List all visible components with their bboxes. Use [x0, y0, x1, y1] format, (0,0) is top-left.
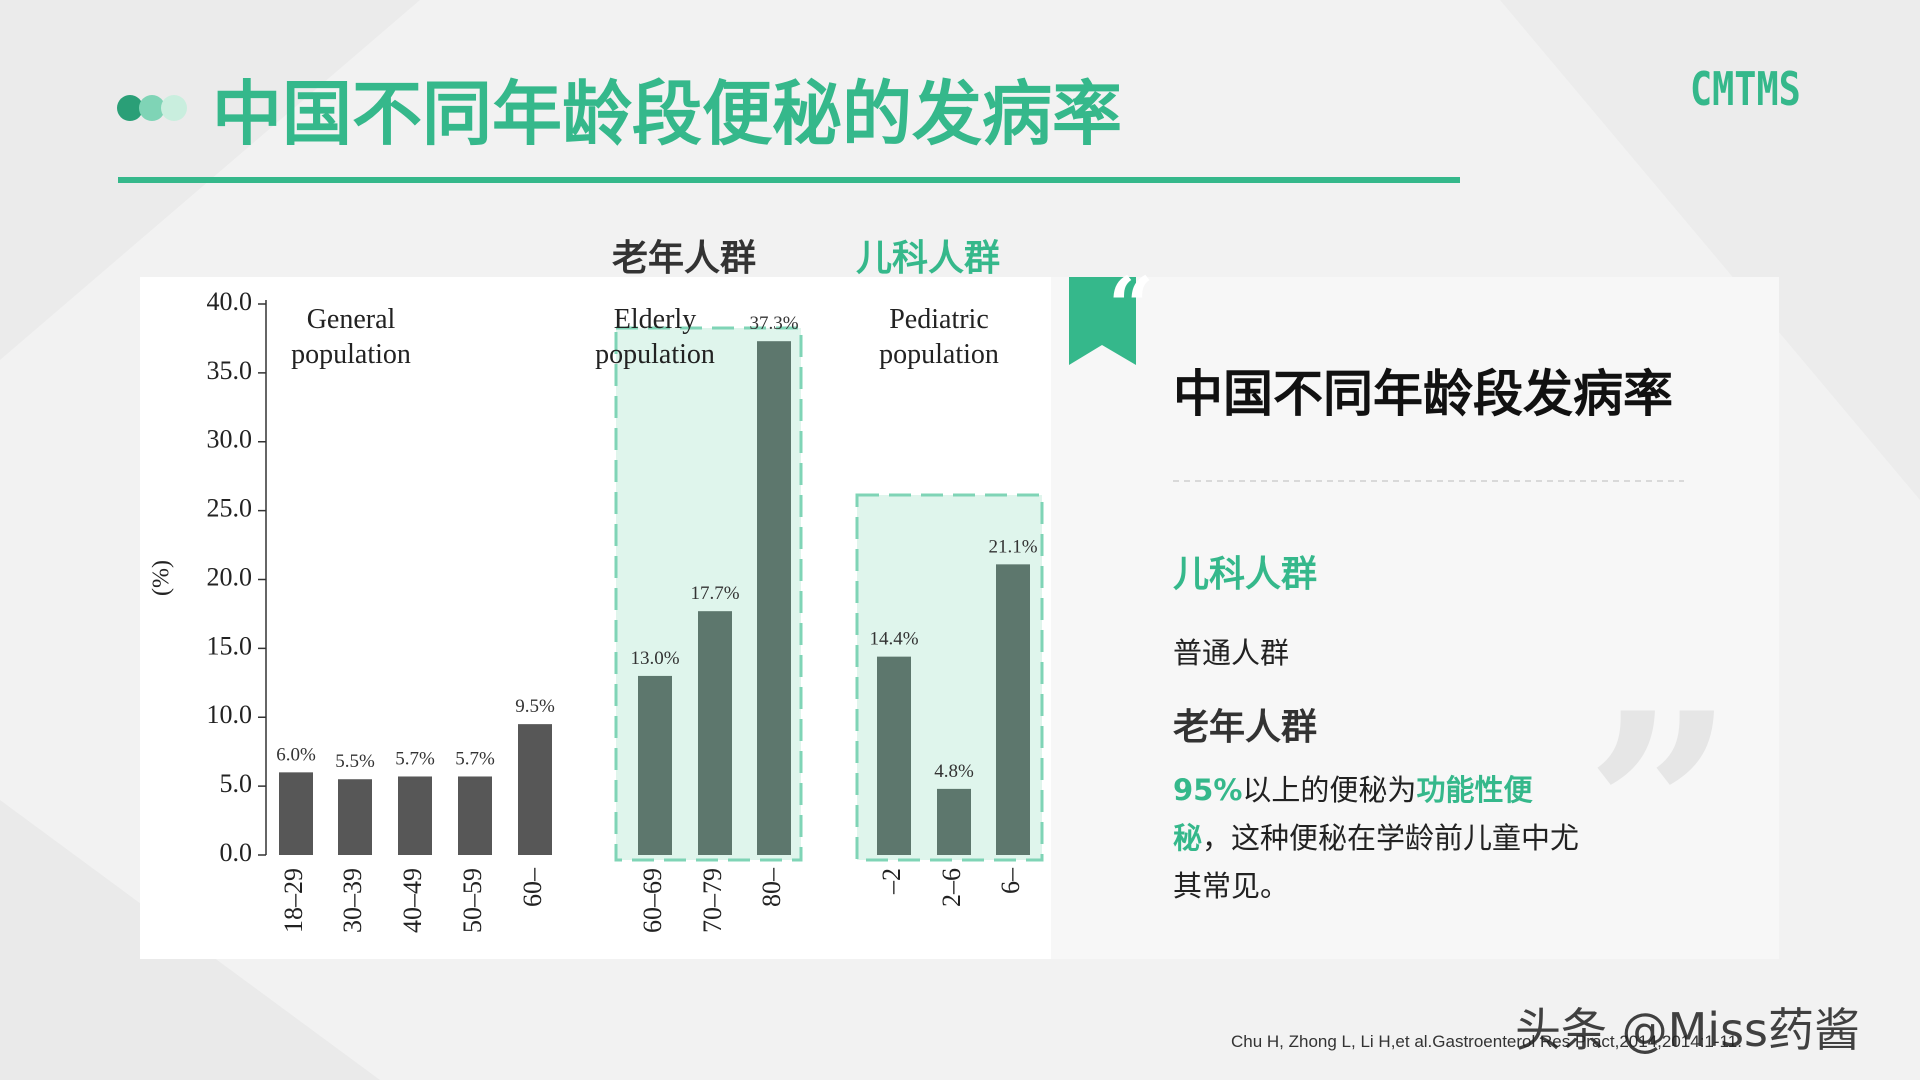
- x-tick-label: 2–6: [937, 868, 966, 907]
- group-header: 儿科人群: [856, 238, 1001, 279]
- bar: [877, 656, 911, 855]
- watermark: 头条 @Miss药酱: [1515, 1003, 1861, 1057]
- value-label: 37.3%: [749, 313, 798, 334]
- panel-title: 中国不同年龄段发病率: [1173, 365, 1673, 423]
- group-label: Pediatric population: [879, 304, 999, 370]
- value-label: 5.7%: [455, 748, 495, 769]
- y-tick-label: 40.0: [207, 287, 253, 316]
- value-label: 9.5%: [515, 696, 555, 717]
- x-tick-label: 70–79: [698, 868, 727, 933]
- y-tick-label: 15.0: [207, 631, 253, 660]
- description-part: ，这种便秘在学龄前儿童中尤其常见。: [1173, 821, 1580, 903]
- x-tick-label: 30–39: [338, 868, 367, 933]
- y-tick-label: 20.0: [207, 562, 253, 591]
- x-tick-label: 50–59: [458, 868, 487, 933]
- y-tick-label: 0.0: [220, 838, 253, 867]
- value-label: 4.8%: [934, 761, 974, 782]
- bar: [937, 788, 971, 855]
- x-tick-label: 60–: [518, 867, 547, 907]
- value-label: 5.7%: [395, 748, 435, 769]
- bar: [518, 724, 552, 855]
- title-dot: [139, 95, 165, 121]
- value-label: 21.1%: [988, 536, 1037, 557]
- bar: [398, 776, 432, 855]
- description-part: 以上的便秘为: [1242, 773, 1417, 807]
- slide-title: 中国不同年龄段便秘的发病率: [212, 73, 1122, 155]
- bar: [698, 611, 732, 855]
- item: 老年人群: [1173, 707, 1318, 748]
- bar: [638, 675, 672, 855]
- description-part: 功能性便秘: [1173, 773, 1533, 855]
- citation: Chu H, Zhong L, Li H,et al.Gastroenterol…: [1231, 1032, 1742, 1051]
- group-label: Elderly population: [595, 304, 715, 370]
- item: 儿科人群: [1173, 554, 1318, 595]
- group-header: 老年人群: [612, 238, 757, 279]
- y-tick-label: 10.0: [207, 700, 253, 729]
- logo: CMTMS: [1690, 62, 1801, 116]
- bar: [458, 776, 492, 855]
- x-tick-label: 6–: [996, 867, 1025, 894]
- bg-shape: [1500, 0, 1920, 500]
- bar: [279, 772, 313, 855]
- x-tick-label: 18–29: [279, 868, 308, 933]
- quote-mark: “: [1108, 259, 1155, 353]
- y-tick-label: 30.0: [207, 425, 253, 454]
- title-dot: [161, 95, 187, 121]
- x-tick-label: 80–: [757, 867, 786, 907]
- y-tick-label: 25.0: [207, 494, 253, 523]
- group-label: General population: [291, 304, 411, 370]
- text-panel: [1051, 277, 1779, 959]
- x-tick-label: 60–69: [638, 868, 667, 933]
- item: 普通人群: [1173, 636, 1290, 670]
- value-label: 5.5%: [335, 751, 375, 772]
- bar: [338, 779, 372, 855]
- value-label: 17.7%: [690, 583, 739, 604]
- bar: [996, 564, 1030, 855]
- y-tick-label: 35.0: [207, 356, 253, 385]
- x-tick-label: 40–49: [398, 868, 427, 933]
- y-axis-label: (%): [149, 560, 175, 596]
- bar: [757, 341, 791, 855]
- y-tick-label: 5.0: [220, 769, 253, 798]
- quote-close: ”: [1585, 657, 1735, 962]
- x-tick-label: –2: [877, 868, 906, 895]
- title-rule: [118, 177, 1460, 183]
- value-label: 6.0%: [276, 744, 316, 765]
- value-label: 14.4%: [869, 629, 918, 650]
- description: 95%以上的便秘为功能性便秘，这种便秘在学龄前儿童中尤其常见。: [1173, 766, 1583, 910]
- description-part: 95%: [1173, 773, 1243, 807]
- title-dot: [117, 95, 143, 121]
- quote-badge: [1069, 277, 1136, 365]
- value-label: 13.0%: [630, 648, 679, 669]
